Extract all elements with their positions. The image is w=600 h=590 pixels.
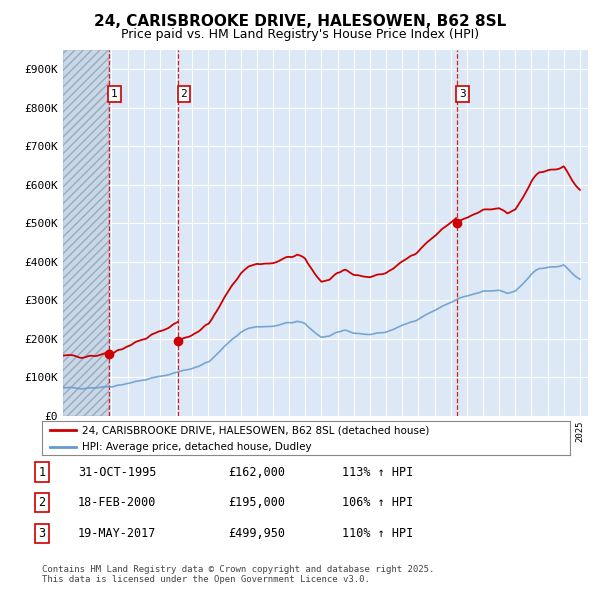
Text: £162,000: £162,000 [228, 466, 285, 478]
Text: £195,000: £195,000 [228, 496, 285, 509]
Text: 24, CARISBROOKE DRIVE, HALESOWEN, B62 8SL (detached house): 24, CARISBROOKE DRIVE, HALESOWEN, B62 8S… [82, 425, 429, 435]
Text: 1: 1 [38, 466, 46, 478]
Text: Price paid vs. HM Land Registry's House Price Index (HPI): Price paid vs. HM Land Registry's House … [121, 28, 479, 41]
Text: 106% ↑ HPI: 106% ↑ HPI [342, 496, 413, 509]
Text: 19-MAY-2017: 19-MAY-2017 [78, 527, 157, 540]
Text: 1: 1 [111, 89, 118, 99]
Text: £499,950: £499,950 [228, 527, 285, 540]
Text: 2: 2 [38, 496, 46, 509]
Text: 3: 3 [38, 527, 46, 540]
Text: HPI: Average price, detached house, Dudley: HPI: Average price, detached house, Dudl… [82, 441, 311, 451]
Text: 2: 2 [181, 89, 187, 99]
Text: Contains HM Land Registry data © Crown copyright and database right 2025.
This d: Contains HM Land Registry data © Crown c… [42, 565, 434, 584]
Text: 31-OCT-1995: 31-OCT-1995 [78, 466, 157, 478]
Text: 3: 3 [459, 89, 466, 99]
Text: 113% ↑ HPI: 113% ↑ HPI [342, 466, 413, 478]
Text: 110% ↑ HPI: 110% ↑ HPI [342, 527, 413, 540]
Text: 18-FEB-2000: 18-FEB-2000 [78, 496, 157, 509]
Text: 24, CARISBROOKE DRIVE, HALESOWEN, B62 8SL: 24, CARISBROOKE DRIVE, HALESOWEN, B62 8S… [94, 14, 506, 30]
